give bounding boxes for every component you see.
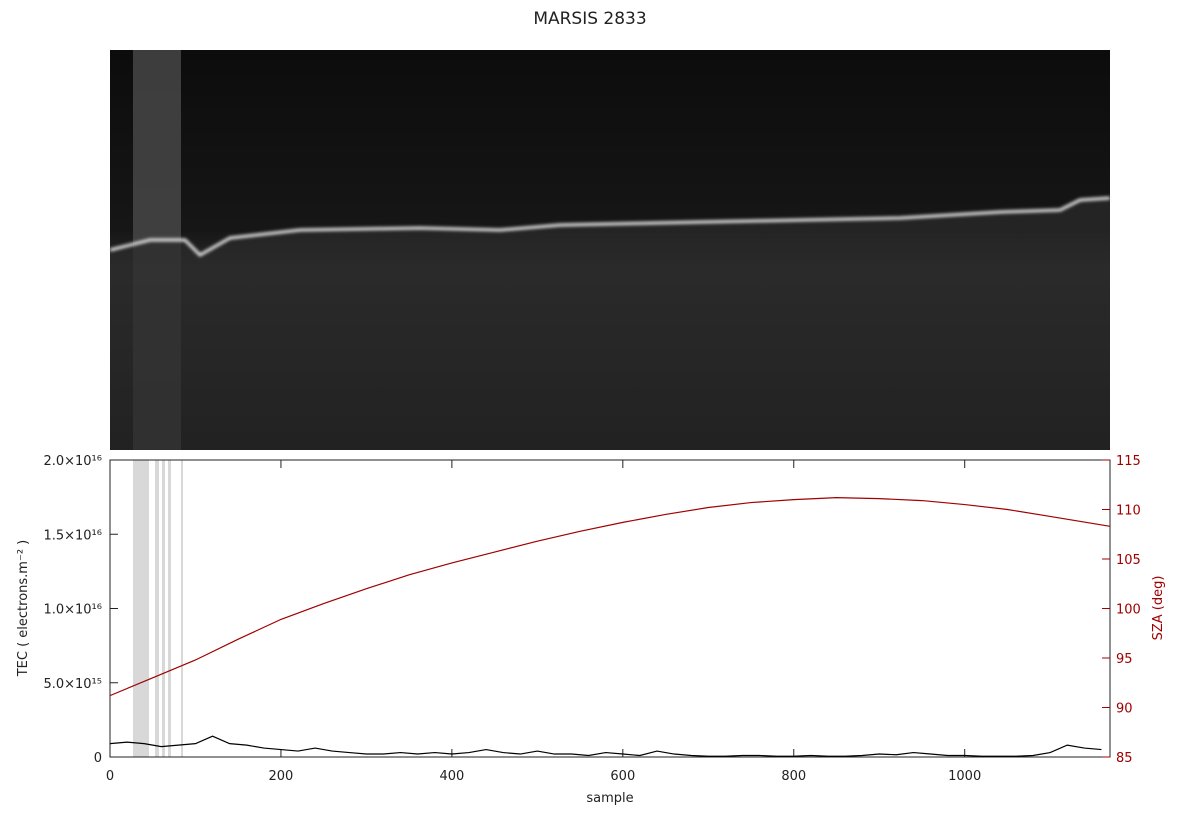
x-tick-label: 400 <box>439 769 464 784</box>
y-tick-label: 1.0×10¹⁶ <box>43 603 102 618</box>
x-tick-label: 1000 <box>948 769 981 784</box>
series-line <box>109 735 1102 757</box>
y2-tick-label: 105 <box>1116 553 1141 568</box>
x-tick-label: 0 <box>106 769 114 784</box>
radargram <box>109 50 1111 450</box>
series-line <box>109 497 1111 697</box>
y-tick-label: 1.5×10¹⁶ <box>43 528 102 543</box>
x-tick-label: 800 <box>781 769 806 784</box>
x-tick-label: 600 <box>610 769 635 784</box>
y2-tick-label: 115 <box>1116 454 1141 469</box>
y2-tick-label: 95 <box>1116 652 1133 667</box>
y2-axis-label: SZA (deg) <box>1151 576 1166 641</box>
y2-tick-label: 100 <box>1116 603 1141 618</box>
x-axis-label: sample <box>586 791 633 806</box>
data-gaps <box>133 460 183 757</box>
y2-tick-label: 85 <box>1116 751 1133 766</box>
x-tick-label: 200 <box>269 769 294 784</box>
y2-tick-label: 90 <box>1116 702 1133 717</box>
y-axis-label: TEC ( electrons.m⁻² ) <box>16 540 31 678</box>
y-tick-label: 0 <box>94 751 102 766</box>
y2-tick-label: 110 <box>1116 504 1141 519</box>
y-tick-label: 5.0×10¹⁵ <box>43 677 102 692</box>
y-tick-label: 2.0×10¹⁶ <box>43 454 102 469</box>
chart-title: MARSIS 2833 <box>533 9 646 29</box>
